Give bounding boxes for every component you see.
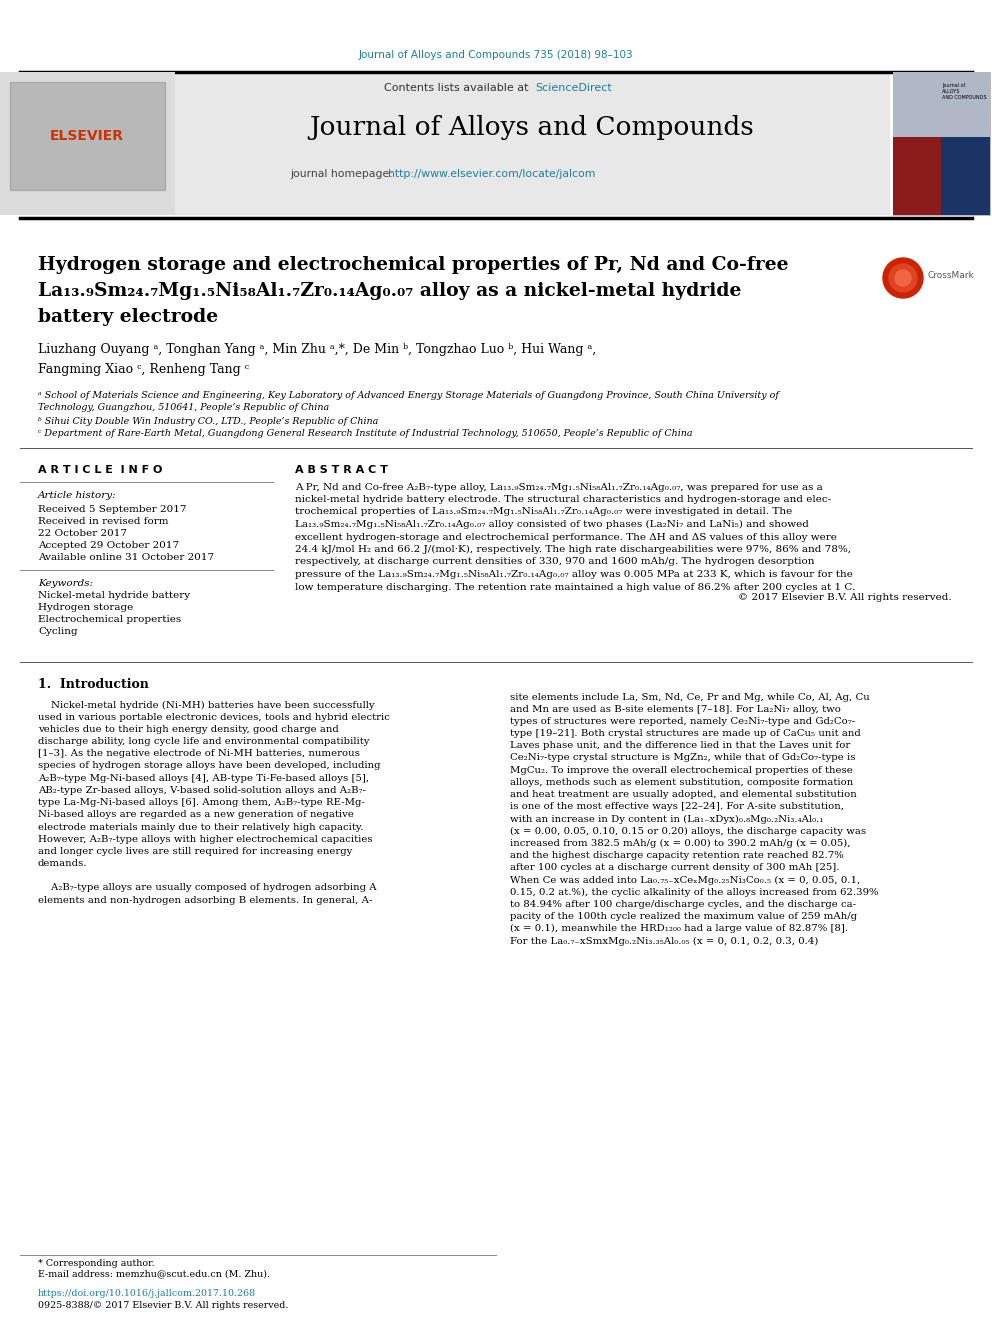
Bar <box>893 71 990 216</box>
Text: to 84.94% after 100 charge/discharge cycles, and the discharge ca-: to 84.94% after 100 charge/discharge cyc… <box>510 900 856 909</box>
Text: is one of the most effective ways [22–24]. For A-site substitution,: is one of the most effective ways [22–24… <box>510 802 844 811</box>
Text: and Mn are used as B-site elements [7–18]. For La₂Ni₇ alloy, two: and Mn are used as B-site elements [7–18… <box>510 705 841 713</box>
Text: (x = 0.1), meanwhile the HRD₁₂₀₀ had a large value of 82.87% [8].: (x = 0.1), meanwhile the HRD₁₂₀₀ had a l… <box>510 925 848 933</box>
Text: Fangming Xiao ᶜ, Renheng Tang ᶜ: Fangming Xiao ᶜ, Renheng Tang ᶜ <box>38 364 249 377</box>
Text: Laves phase unit, and the difference lied in that the Laves unit for: Laves phase unit, and the difference lie… <box>510 741 850 750</box>
Text: after 100 cycles at a discharge current density of 300 mAh [25].: after 100 cycles at a discharge current … <box>510 864 839 872</box>
Text: Available online 31 October 2017: Available online 31 October 2017 <box>38 553 214 561</box>
Text: Journal of
ALLOYS
AND COMPOUNDS: Journal of ALLOYS AND COMPOUNDS <box>942 83 986 99</box>
Text: For the La₀.₇₋xSmxMg₀.₂Ni₃.₃₅Al₀.₀₅ (x = 0, 0.1, 0.2, 0.3, 0.4): For the La₀.₇₋xSmxMg₀.₂Ni₃.₃₅Al₀.₀₅ (x =… <box>510 937 818 946</box>
Text: Ni-based alloys are regarded as a new generation of negative: Ni-based alloys are regarded as a new ge… <box>38 810 354 819</box>
Text: 24.4 kJ/mol H₂ and 66.2 J/(mol·K), respectively. The high rate dischargeabilitie: 24.4 kJ/mol H₂ and 66.2 J/(mol·K), respe… <box>295 545 851 554</box>
Text: Electrochemical properties: Electrochemical properties <box>38 615 182 624</box>
Text: journal homepage:: journal homepage: <box>290 169 393 179</box>
Text: A₂B₇-type Mg-Ni-based alloys [4], AB-type Ti-Fe-based alloys [5],: A₂B₇-type Mg-Ni-based alloys [4], AB-typ… <box>38 774 369 783</box>
Text: elements and non-hydrogen adsorbing B elements. In general, A-: elements and non-hydrogen adsorbing B el… <box>38 896 372 905</box>
Text: 0925-8388/© 2017 Elsevier B.V. All rights reserved.: 0925-8388/© 2017 Elsevier B.V. All right… <box>38 1302 289 1311</box>
Text: pressure of the La₁₃.₉Sm₂₄.₇Mg₁.₅Ni₅₈Al₁.₇Zr₀.₁₄Ag₀.₀₇ alloy was 0.005 MPa at 23: pressure of the La₁₃.₉Sm₂₄.₇Mg₁.₅Ni₅₈Al₁… <box>295 570 853 579</box>
Text: Received 5 September 2017: Received 5 September 2017 <box>38 504 186 513</box>
Text: AB₂-type Zr-based alloys, V-based solid-solution alloys and A₂B₇-: AB₂-type Zr-based alloys, V-based solid-… <box>38 786 366 795</box>
Bar <box>0 71 175 216</box>
Text: and heat treatment are usually adopted, and elemental substitution: and heat treatment are usually adopted, … <box>510 790 857 799</box>
Circle shape <box>895 270 911 286</box>
Text: * Corresponding author.: * Corresponding author. <box>38 1258 155 1267</box>
Text: excellent hydrogen-storage and electrochemical performance. The ΔH and ΔS values: excellent hydrogen-storage and electroch… <box>295 532 837 541</box>
Text: Nickel-metal hydride (Ni-MH) batteries have been successfully: Nickel-metal hydride (Ni-MH) batteries h… <box>38 700 375 709</box>
Text: La₁₃.₉Sm₂₄.₇Mg₁.₅Ni₅₈Al₁.₇Zr₀.₁₄Ag₀.₀₇ alloy consisted of two phases (La₂Ni₇ and: La₁₃.₉Sm₂₄.₇Mg₁.₅Ni₅₈Al₁.₇Zr₀.₁₄Ag₀.₀₇ a… <box>295 520 808 529</box>
Text: 22 October 2017: 22 October 2017 <box>38 528 127 537</box>
Text: used in various portable electronic devices, tools and hybrid electric: used in various portable electronic devi… <box>38 713 390 722</box>
Text: Keywords:: Keywords: <box>38 578 93 587</box>
Text: A R T I C L E  I N F O: A R T I C L E I N F O <box>38 464 163 475</box>
Text: A B S T R A C T: A B S T R A C T <box>295 464 388 475</box>
Text: Hydrogen storage: Hydrogen storage <box>38 603 133 613</box>
Text: 0.15, 0.2 at.%), the cyclic alkalinity of the alloys increased from 62.39%: 0.15, 0.2 at.%), the cyclic alkalinity o… <box>510 888 879 897</box>
Text: ScienceDirect: ScienceDirect <box>535 83 612 93</box>
Text: low temperature discharging. The retention rate maintained a high value of 86.2%: low temperature discharging. The retenti… <box>295 582 855 591</box>
Text: La₁₃.₉Sm₂₄.₇Mg₁.₅Ni₅₈Al₁.₇Zr₀.₁₄Ag₀.₀₇ alloy as a nickel-metal hydride: La₁₃.₉Sm₂₄.₇Mg₁.₅Ni₅₈Al₁.₇Zr₀.₁₄Ag₀.₀₇ a… <box>38 282 741 300</box>
Text: increased from 382.5 mAh/g (x = 0.00) to 390.2 mAh/g (x = 0.05),: increased from 382.5 mAh/g (x = 0.00) to… <box>510 839 850 848</box>
Bar <box>893 71 990 138</box>
Text: vehicles due to their high energy density, good charge and: vehicles due to their high energy densit… <box>38 725 338 734</box>
Text: Technology, Guangzhou, 510641, People’s Republic of China: Technology, Guangzhou, 510641, People’s … <box>38 404 329 413</box>
Text: CrossMark: CrossMark <box>928 270 975 279</box>
Text: Journal of Alloys and Compounds 735 (2018) 98–103: Journal of Alloys and Compounds 735 (201… <box>359 50 633 60</box>
Text: with an increase in Dy content in (La₁₋xDyx)₀.₈Mg₀.₂Ni₃.₄Al₀.₁: with an increase in Dy content in (La₁₋x… <box>510 815 823 823</box>
Text: demands.: demands. <box>38 859 87 868</box>
Text: A₂B₇-type alloys are usually composed of hydrogen adsorbing A: A₂B₇-type alloys are usually composed of… <box>38 884 377 893</box>
Text: electrode materials mainly due to their relatively high capacity.: electrode materials mainly due to their … <box>38 823 363 831</box>
Circle shape <box>889 265 917 292</box>
Text: Ce₂Ni₇-type crystal structure is MgZn₂, while that of Gd₂Co₇-type is: Ce₂Ni₇-type crystal structure is MgZn₂, … <box>510 754 855 762</box>
Text: 1.  Introduction: 1. Introduction <box>38 679 149 692</box>
Bar <box>0 71 890 216</box>
Text: A Pr, Nd and Co-free A₂B₇-type alloy, La₁₃.₉Sm₂₄.₇Mg₁.₅Ni₅₈Al₁.₇Zr₀.₁₄Ag₀.₀₇, wa: A Pr, Nd and Co-free A₂B₇-type alloy, La… <box>295 483 822 492</box>
Text: When Ce was added into La₀.₇₅₋xCeₓMg₀.₂₅Ni₃Co₀.₅ (x = 0, 0.05, 0.1,: When Ce was added into La₀.₇₅₋xCeₓMg₀.₂₅… <box>510 876 860 885</box>
Text: type La-Mg-Ni-based alloys [6]. Among them, A₂B₇-type RE-Mg-: type La-Mg-Ni-based alloys [6]. Among th… <box>38 798 365 807</box>
Text: [1–3]. As the negative electrode of Ni-MH batteries, numerous: [1–3]. As the negative electrode of Ni-M… <box>38 749 360 758</box>
Bar <box>10 82 165 191</box>
Text: Received in revised form: Received in revised form <box>38 516 169 525</box>
Text: type [19–21]. Both crystal structures are made up of CaCu₅ unit and: type [19–21]. Both crystal structures ar… <box>510 729 861 738</box>
Text: Liuzhang Ouyang ᵃ, Tonghan Yang ᵃ, Min Zhu ᵃ,*, De Min ᵇ, Tongzhao Luo ᵇ, Hui Wa: Liuzhang Ouyang ᵃ, Tonghan Yang ᵃ, Min Z… <box>38 344 596 356</box>
Text: Nickel-metal hydride battery: Nickel-metal hydride battery <box>38 591 190 601</box>
Text: and the highest discharge capacity retention rate reached 82.7%: and the highest discharge capacity reten… <box>510 851 844 860</box>
Text: Accepted 29 October 2017: Accepted 29 October 2017 <box>38 541 180 549</box>
Text: Contents lists available at: Contents lists available at <box>384 83 532 93</box>
Text: MgCu₂. To improve the overall electrochemical properties of these: MgCu₂. To improve the overall electroche… <box>510 766 853 775</box>
Text: Cycling: Cycling <box>38 627 77 636</box>
Text: ᵇ Sihui City Double Win Industry CO., LTD., People’s Republic of China: ᵇ Sihui City Double Win Industry CO., LT… <box>38 417 378 426</box>
Text: Journal of Alloys and Compounds: Journal of Alloys and Compounds <box>310 115 754 140</box>
Text: pacity of the 100th cycle realized the maximum value of 259 mAh/g: pacity of the 100th cycle realized the m… <box>510 912 857 921</box>
Text: alloys, methods such as element substitution, composite formation: alloys, methods such as element substitu… <box>510 778 853 787</box>
Text: Hydrogen storage and electrochemical properties of Pr, Nd and Co-free: Hydrogen storage and electrochemical pro… <box>38 255 789 274</box>
Circle shape <box>883 258 923 298</box>
Bar <box>893 138 941 216</box>
Text: site elements include La, Sm, Nd, Ce, Pr and Mg, while Co, Al, Ag, Cu: site elements include La, Sm, Nd, Ce, Pr… <box>510 692 870 701</box>
Text: Article history:: Article history: <box>38 492 117 500</box>
Text: and longer cycle lives are still required for increasing energy: and longer cycle lives are still require… <box>38 847 352 856</box>
Text: However, A₂B₇-type alloys with higher electrochemical capacities: However, A₂B₇-type alloys with higher el… <box>38 835 373 844</box>
Text: http://www.elsevier.com/locate/jalcom: http://www.elsevier.com/locate/jalcom <box>388 169 595 179</box>
Text: © 2017 Elsevier B.V. All rights reserved.: © 2017 Elsevier B.V. All rights reserved… <box>738 593 952 602</box>
Text: https://doi.org/10.1016/j.jallcom.2017.10.268: https://doi.org/10.1016/j.jallcom.2017.1… <box>38 1290 256 1298</box>
Text: nickel-metal hydride battery electrode. The structural characteristics and hydro: nickel-metal hydride battery electrode. … <box>295 495 831 504</box>
Bar <box>941 138 990 216</box>
Text: trochemical properties of La₁₃.₉Sm₂₄.₇Mg₁.₅Ni₅₈Al₁.₇Zr₀.₁₄Ag₀.₀₇ were investigat: trochemical properties of La₁₃.₉Sm₂₄.₇Mg… <box>295 508 793 516</box>
Text: ELSEVIER: ELSEVIER <box>50 130 124 143</box>
Text: respectively, at discharge current densities of 330, 970 and 1600 mAh/g. The hyd: respectively, at discharge current densi… <box>295 557 814 566</box>
Text: (x = 0.00, 0.05, 0.10, 0.15 or 0.20) alloys, the discharge capacity was: (x = 0.00, 0.05, 0.10, 0.15 or 0.20) all… <box>510 827 866 836</box>
Text: ᵃ School of Materials Science and Engineering, Key Laboratory of Advanced Energy: ᵃ School of Materials Science and Engine… <box>38 390 779 400</box>
Text: ᶜ Department of Rare-Earth Metal, Guangdong General Research Institute of Indust: ᶜ Department of Rare-Earth Metal, Guangd… <box>38 430 692 438</box>
Text: species of hydrogen storage alloys have been developed, including: species of hydrogen storage alloys have … <box>38 762 381 770</box>
Text: E-mail address: memzhu@scut.edu.cn (M. Zhu).: E-mail address: memzhu@scut.edu.cn (M. Z… <box>38 1270 270 1278</box>
Text: types of structures were reported, namely Ce₂Ni₇-type and Gd₂Co₇-: types of structures were reported, namel… <box>510 717 855 726</box>
Text: discharge ability, long cycle life and environmental compatibility: discharge ability, long cycle life and e… <box>38 737 369 746</box>
Text: battery electrode: battery electrode <box>38 308 218 325</box>
